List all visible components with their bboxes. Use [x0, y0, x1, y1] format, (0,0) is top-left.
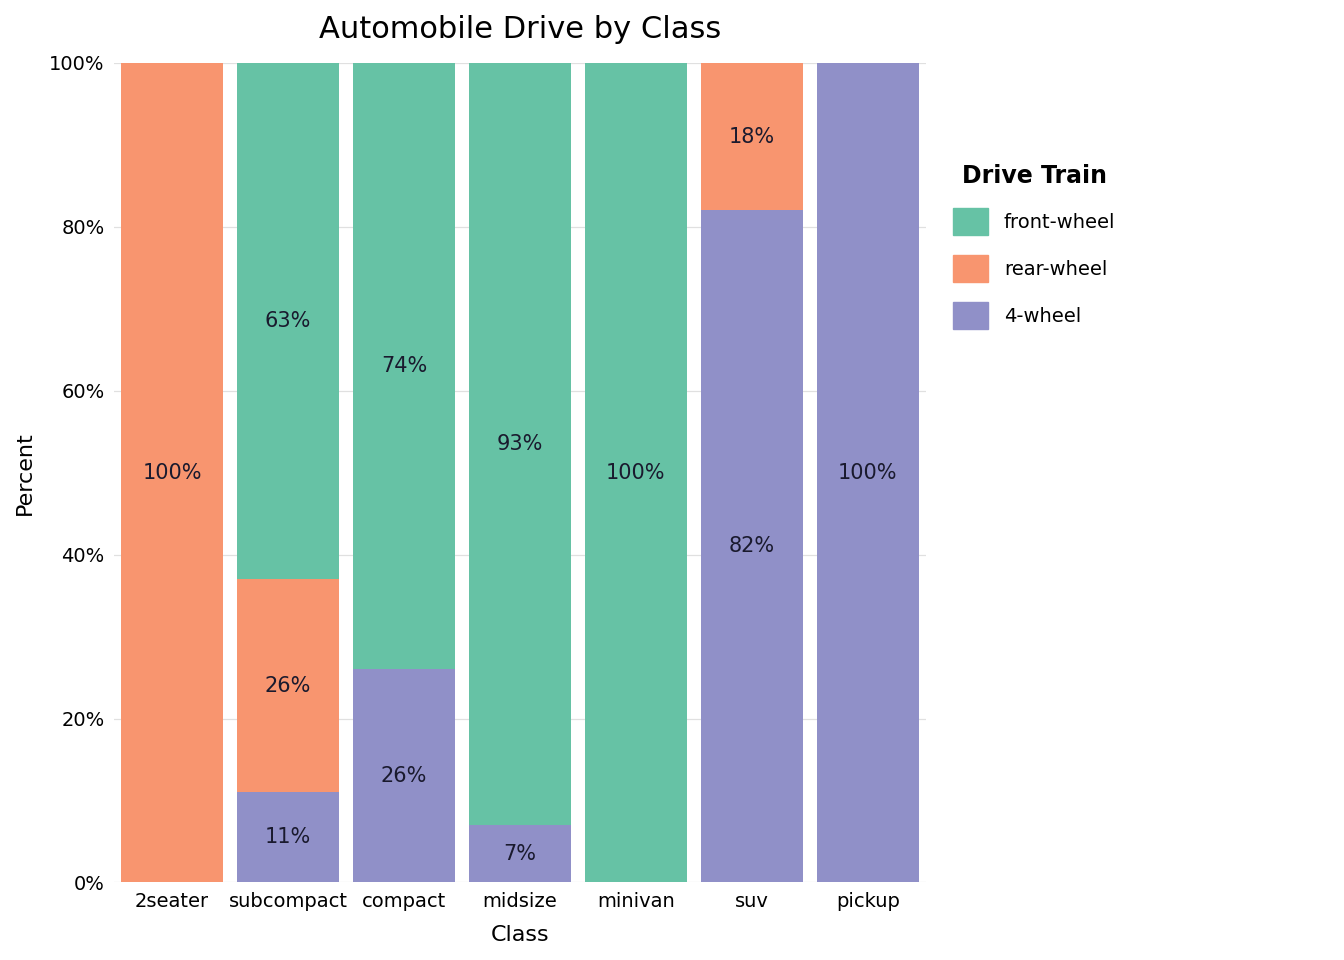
Bar: [237, 792, 339, 882]
Bar: [469, 825, 571, 882]
X-axis label: Class: Class: [491, 925, 550, 945]
Bar: [469, 63, 571, 825]
Text: 26%: 26%: [265, 676, 312, 696]
Bar: [700, 63, 802, 210]
Text: 100%: 100%: [839, 463, 898, 483]
Bar: [353, 63, 456, 669]
Text: 100%: 100%: [606, 463, 665, 483]
Text: 82%: 82%: [728, 537, 775, 557]
Text: 100%: 100%: [142, 463, 202, 483]
Text: 74%: 74%: [380, 356, 427, 376]
Y-axis label: Percent: Percent: [15, 431, 35, 515]
Text: 7%: 7%: [504, 844, 536, 864]
Bar: [353, 669, 456, 882]
Bar: [237, 63, 339, 579]
Bar: [585, 63, 687, 882]
Bar: [817, 63, 919, 882]
Text: 11%: 11%: [265, 828, 312, 848]
Text: 63%: 63%: [265, 311, 312, 331]
Text: 18%: 18%: [728, 127, 775, 147]
Bar: [237, 579, 339, 792]
Bar: [121, 63, 223, 882]
Text: 93%: 93%: [497, 434, 543, 454]
Title: Automobile Drive by Class: Automobile Drive by Class: [319, 15, 722, 44]
Text: 26%: 26%: [380, 766, 427, 786]
Legend: front-wheel, rear-wheel, 4-wheel: front-wheel, rear-wheel, 4-wheel: [943, 155, 1125, 339]
Bar: [700, 210, 802, 882]
